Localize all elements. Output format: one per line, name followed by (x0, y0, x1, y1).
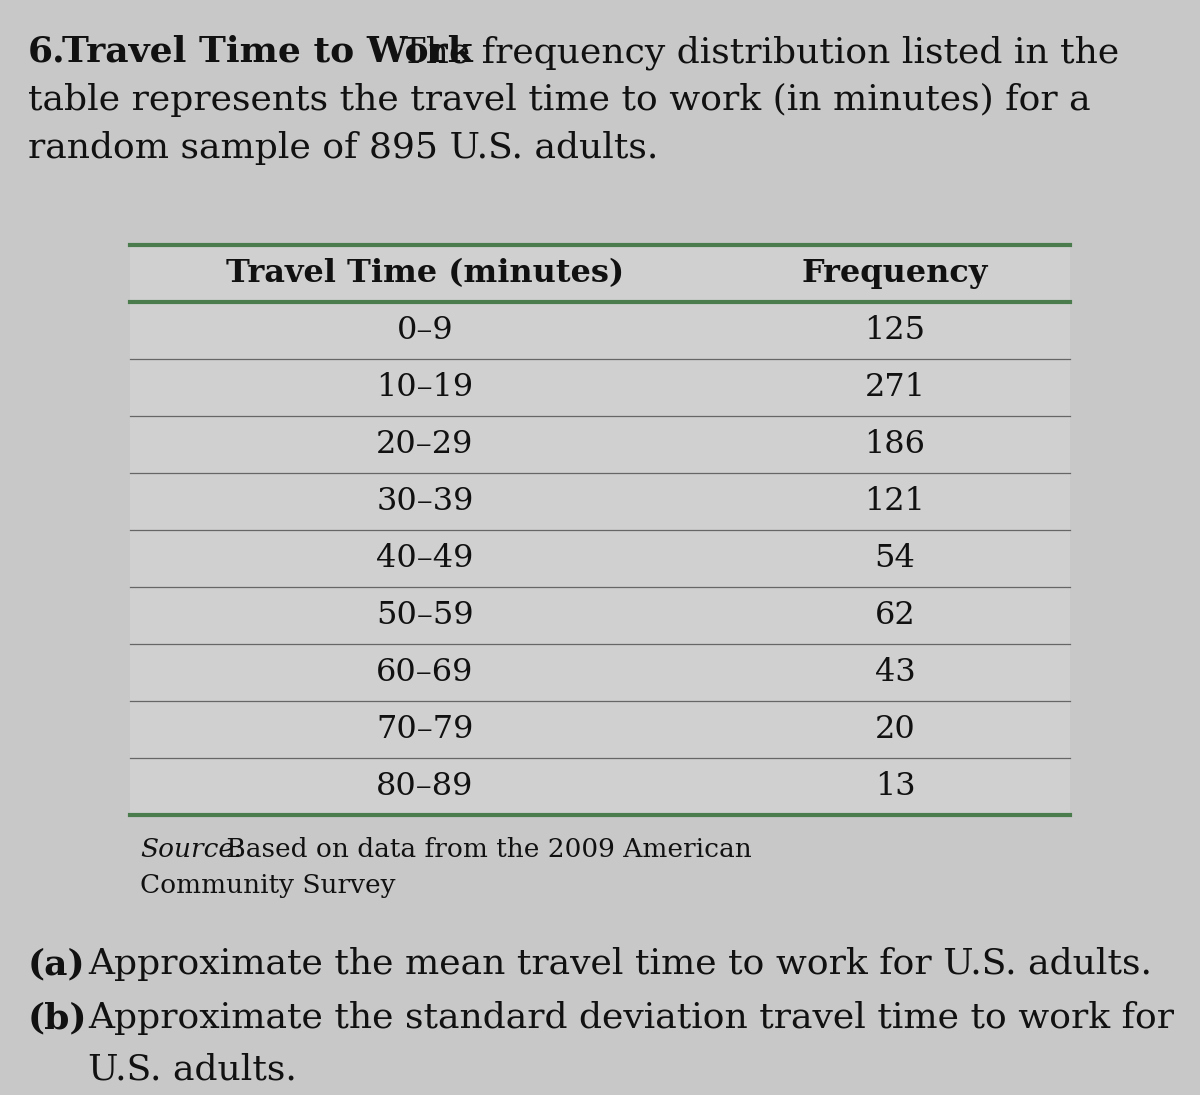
Text: Community Survey: Community Survey (140, 873, 396, 898)
Text: (b): (b) (28, 1001, 88, 1035)
Text: 54: 54 (875, 543, 916, 574)
Text: 80–89: 80–89 (377, 771, 474, 802)
Text: 125: 125 (864, 315, 925, 346)
Text: The frequency distribution listed in the: The frequency distribution listed in the (390, 35, 1120, 69)
Text: 6.: 6. (28, 35, 66, 69)
Text: 62: 62 (875, 600, 916, 631)
Text: 10–19: 10–19 (377, 372, 474, 403)
Text: 13: 13 (875, 771, 916, 802)
Text: Approximate the mean travel time to work for U.S. adults.: Approximate the mean travel time to work… (88, 947, 1152, 981)
Text: 0–9: 0–9 (397, 315, 454, 346)
Text: 20–29: 20–29 (377, 429, 474, 460)
Text: 20: 20 (875, 714, 916, 745)
Text: 40–49: 40–49 (377, 543, 474, 574)
Bar (130, 245, 1070, 815)
Text: U.S. adults.: U.S. adults. (88, 1053, 296, 1087)
Text: 30–39: 30–39 (377, 486, 474, 517)
Text: Frequency: Frequency (802, 258, 988, 289)
Text: Travel Time (minutes): Travel Time (minutes) (226, 258, 624, 289)
Text: Based on data from the 2009 American: Based on data from the 2009 American (218, 837, 751, 862)
Text: 70–79: 70–79 (377, 714, 474, 745)
Text: Source:: Source: (140, 837, 242, 862)
Text: (a): (a) (28, 947, 85, 981)
Text: 43: 43 (875, 657, 916, 688)
Text: 121: 121 (864, 486, 925, 517)
Text: 271: 271 (864, 372, 925, 403)
Text: 50–59: 50–59 (376, 600, 474, 631)
Text: 60–69: 60–69 (377, 657, 474, 688)
Text: table represents the travel time to work (in minutes) for a: table represents the travel time to work… (28, 83, 1091, 117)
Text: 186: 186 (864, 429, 925, 460)
Text: Approximate the standard deviation travel time to work for: Approximate the standard deviation trave… (88, 1001, 1174, 1035)
Text: Travel Time to Work: Travel Time to Work (62, 35, 473, 69)
Text: random sample of 895 U.S. adults.: random sample of 895 U.S. adults. (28, 131, 659, 165)
